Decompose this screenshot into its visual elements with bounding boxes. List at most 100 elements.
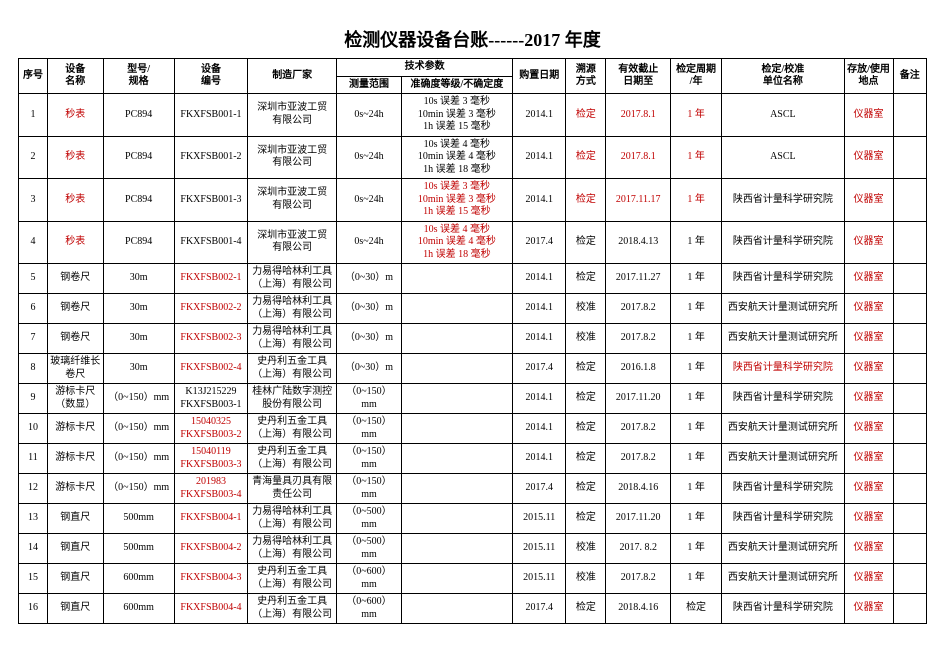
col-seq: 序号 (19, 59, 48, 94)
cell-valid: 2017.8.2 (606, 414, 671, 444)
cell-pdate: 2017.4 (513, 594, 566, 624)
cell-accuracy (401, 504, 512, 534)
cell-pdate: 2014.1 (513, 444, 566, 474)
cell-maker: 史丹利五金工具（上海）有限公司 (248, 354, 337, 384)
cell-org: 西安航天计量测试研究所 (722, 444, 844, 474)
cell-pdate: 2015.11 (513, 534, 566, 564)
col-valid: 有效截止日期至 (606, 59, 671, 94)
cell-name: 钢直尺 (47, 594, 103, 624)
cell-seq: 12 (19, 474, 48, 504)
col-code: 设备编号 (174, 59, 247, 94)
cell-org: 陕西省计量科学研究院 (722, 354, 844, 384)
col-tech-group: 技术参数 (337, 59, 513, 77)
cell-name: 钢直尺 (47, 534, 103, 564)
cell-code: FKXFSB002-1 (174, 264, 247, 294)
cell-seq: 2 (19, 136, 48, 179)
cell-remark (893, 136, 927, 179)
cell-remark (893, 294, 927, 324)
cell-pdate: 2014.1 (513, 294, 566, 324)
cell-seq: 14 (19, 534, 48, 564)
cell-org: 西安航天计量测试研究所 (722, 324, 844, 354)
cell-code: FKXFSB001-2 (174, 136, 247, 179)
cell-org: 陕西省计量科学研究院 (722, 179, 844, 222)
cell-model: 30m (103, 264, 174, 294)
cell-org: ASCL (722, 136, 844, 179)
cell-method: 校准 (566, 324, 606, 354)
cell-code: FKXFSB004-1 (174, 504, 247, 534)
cell-valid: 2017.8.2 (606, 564, 671, 594)
cell-name: 钢卷尺 (47, 264, 103, 294)
cell-seq: 5 (19, 264, 48, 294)
cell-code: K13J215229FKXFSB003-1 (174, 384, 247, 414)
cell-seq: 1 (19, 94, 48, 137)
table-row: 10游标卡尺（0~150）mm15040325FKXFSB003-2史丹利五金工… (19, 414, 927, 444)
cell-seq: 4 (19, 221, 48, 264)
cell-cycle: 1 年 (670, 504, 721, 534)
cell-seq: 6 (19, 294, 48, 324)
col-remark: 备注 (893, 59, 927, 94)
cell-name: 钢直尺 (47, 564, 103, 594)
table-row: 6钢卷尺30mFKXFSB002-2力易得哈林利工具（上海）有限公司（0~30）… (19, 294, 927, 324)
cell-pdate: 2014.1 (513, 324, 566, 354)
cell-range: （0~600）mm (337, 564, 402, 594)
cell-model: （0~150）mm (103, 444, 174, 474)
cell-model: 500mm (103, 504, 174, 534)
cell-remark (893, 474, 927, 504)
cell-valid: 2017.11.20 (606, 384, 671, 414)
cell-model: PC894 (103, 94, 174, 137)
cell-valid: 2017.11.20 (606, 504, 671, 534)
cell-seq: 8 (19, 354, 48, 384)
cell-cycle: 1 年 (670, 136, 721, 179)
cell-model: PC894 (103, 136, 174, 179)
cell-maker: 史丹利五金工具（上海）有限公司 (248, 594, 337, 624)
cell-accuracy (401, 324, 512, 354)
cell-range: （0~30）m (337, 354, 402, 384)
cell-org: 陕西省计量科学研究院 (722, 221, 844, 264)
cell-cycle: 1 年 (670, 444, 721, 474)
cell-accuracy (401, 384, 512, 414)
cell-seq: 11 (19, 444, 48, 474)
cell-maker: 力易得哈林利工具（上海）有限公司 (248, 324, 337, 354)
cell-remark (893, 534, 927, 564)
cell-accuracy: 10s 误差 3 毫秒10min 误差 3 毫秒1h 误差 15 毫秒 (401, 179, 512, 222)
col-accuracy: 准确度等级/不确定度 (401, 76, 512, 94)
cell-accuracy (401, 444, 512, 474)
cell-org: 西安航天计量测试研究所 (722, 564, 844, 594)
page-title: 检测仪器设备台账------2017 年度 (18, 26, 927, 52)
cell-valid: 2018.4.16 (606, 474, 671, 504)
equipment-ledger-table: 序号 设备名称 型号/规格 设备编号 制造厂家 技术参数 购置日期 溯源方式 有… (18, 58, 927, 624)
cell-loc: 仪器室 (844, 136, 893, 179)
col-method: 溯源方式 (566, 59, 606, 94)
cell-valid: 2017.8.2 (606, 294, 671, 324)
cell-code: FKXFSB004-3 (174, 564, 247, 594)
cell-code: 15040119FKXFSB003-3 (174, 444, 247, 474)
cell-valid: 2017.11.17 (606, 179, 671, 222)
cell-model: 600mm (103, 594, 174, 624)
cell-org: ASCL (722, 94, 844, 137)
cell-model: 30m (103, 294, 174, 324)
cell-maker: 深圳市亚波工贸有限公司 (248, 179, 337, 222)
col-pdate: 购置日期 (513, 59, 566, 94)
cell-method: 检定 (566, 354, 606, 384)
cell-remark (893, 221, 927, 264)
cell-code: FKXFSB002-4 (174, 354, 247, 384)
cell-model: （0~150）mm (103, 384, 174, 414)
cell-loc: 仪器室 (844, 221, 893, 264)
cell-method: 检定 (566, 474, 606, 504)
cell-maker: 力易得哈林利工具（上海）有限公司 (248, 504, 337, 534)
cell-range: （0~600）mm (337, 594, 402, 624)
cell-org: 西安航天计量测试研究所 (722, 414, 844, 444)
cell-pdate: 2014.1 (513, 136, 566, 179)
cell-seq: 3 (19, 179, 48, 222)
cell-org: 陕西省计量科学研究院 (722, 264, 844, 294)
cell-remark (893, 594, 927, 624)
table-body: 1秒表PC894FKXFSB001-1深圳市亚波工贸有限公司0s~24h10s … (19, 94, 927, 624)
cell-model: （0~150）mm (103, 474, 174, 504)
cell-cycle: 1 年 (670, 414, 721, 444)
cell-accuracy (401, 414, 512, 444)
cell-loc: 仪器室 (844, 534, 893, 564)
table-row: 3秒表PC894FKXFSB001-3深圳市亚波工贸有限公司0s~24h10s … (19, 179, 927, 222)
cell-seq: 15 (19, 564, 48, 594)
cell-code: 15040325FKXFSB003-2 (174, 414, 247, 444)
cell-method: 检定 (566, 444, 606, 474)
